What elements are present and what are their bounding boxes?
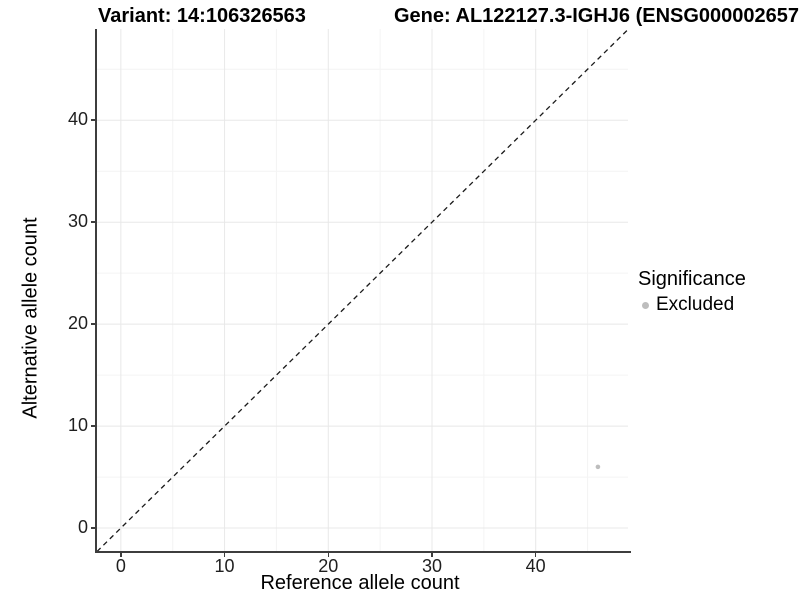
y-tick-label: 0	[77, 517, 88, 538]
legend-item-label: Excluded	[656, 294, 735, 315]
x-tick-mark	[120, 552, 122, 557]
plot-panel	[97, 29, 628, 552]
y-tick-label: 30	[67, 211, 88, 232]
gene-title: Gene: AL122127.3-IGHJ6 (ENSG00000265711	[394, 5, 800, 27]
y-tick-mark	[91, 323, 96, 325]
x-tick-mark	[534, 552, 537, 557]
x-tick-mark	[223, 552, 226, 557]
variant-title: Variant: 14:106326563	[98, 5, 306, 27]
data-point	[595, 464, 601, 470]
y-tick-label: 40	[67, 109, 88, 130]
x-axis-line	[95, 551, 631, 553]
y-tick-label: 10	[67, 415, 88, 436]
x-tick-mark	[327, 552, 330, 557]
legend: Significance Excluded	[638, 267, 746, 317]
y-tick-label: 20	[67, 313, 88, 334]
x-tick-label: 30	[421, 556, 442, 576]
identity-line	[97, 29, 628, 552]
x-tick-label: 20	[318, 556, 339, 576]
x-axis-title: Reference allele count	[260, 572, 460, 594]
y-tick-mark	[91, 527, 96, 529]
legend-point-icon	[642, 301, 649, 309]
x-tick-mark	[431, 552, 433, 557]
legend-item: Excluded	[638, 294, 746, 317]
legend-items: Excluded	[638, 294, 746, 317]
x-tick-label: 10	[214, 556, 235, 576]
y-tick-mark	[91, 221, 96, 223]
y-tick-mark	[91, 425, 96, 427]
y-tick-mark	[91, 119, 96, 121]
y-axis-line	[95, 29, 97, 553]
x-tick-label: 0	[115, 556, 126, 576]
legend-title: Significance	[638, 268, 746, 290]
x-tick-label: 40	[525, 556, 546, 576]
